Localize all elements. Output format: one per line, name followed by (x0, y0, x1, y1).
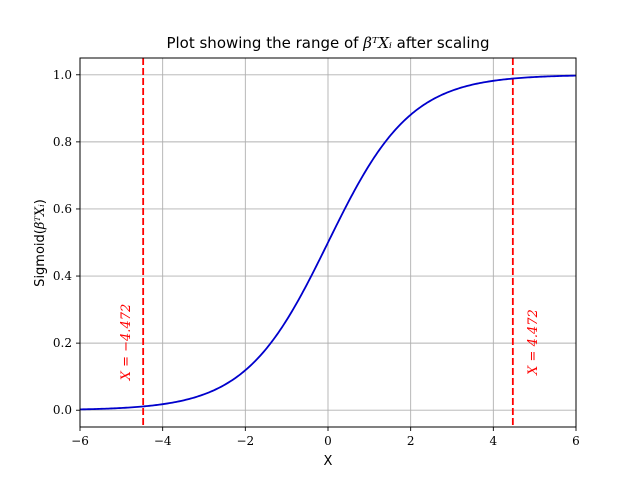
x-tick-label: 4 (490, 434, 498, 448)
grid (79, 58, 577, 427)
x-tick-label: 6 (572, 434, 580, 448)
y-axis-label: Sigmoid(βᵀXᵢ) (33, 199, 48, 287)
series-layer (79, 74, 577, 411)
x-tick-label: −2 (236, 434, 254, 448)
x-axis-ticks: −6 −4 −2 0 2 4 6 (71, 427, 580, 448)
y-tick-label: 0.8 (53, 135, 72, 149)
vline-label-0: X = −4.472 (119, 304, 134, 382)
x-tick-label: −4 (154, 434, 172, 448)
sigmoid-curve-0 (79, 74, 577, 411)
y-tick-label: 0.0 (53, 403, 72, 417)
y-tick-label: 0.2 (53, 336, 72, 350)
x-axis-label: X (324, 454, 333, 469)
x-tick-label: −6 (71, 434, 89, 448)
vline-label-1: X = 4.472 (526, 309, 541, 376)
y-axis-ticks: 0.0 0.2 0.4 0.6 0.8 1.0 (53, 68, 80, 417)
chart-title: Plot showing the range of βᵀXᵢ after sca… (166, 34, 489, 52)
vertical-lines: X = −4.472 X = 4.472 (119, 58, 541, 427)
y-tick-label: 1.0 (53, 68, 72, 82)
x-tick-label: 0 (324, 434, 332, 448)
y-tick-label: 0.6 (53, 202, 72, 216)
x-tick-label: 2 (407, 434, 415, 448)
y-tick-label: 0.4 (53, 269, 72, 283)
